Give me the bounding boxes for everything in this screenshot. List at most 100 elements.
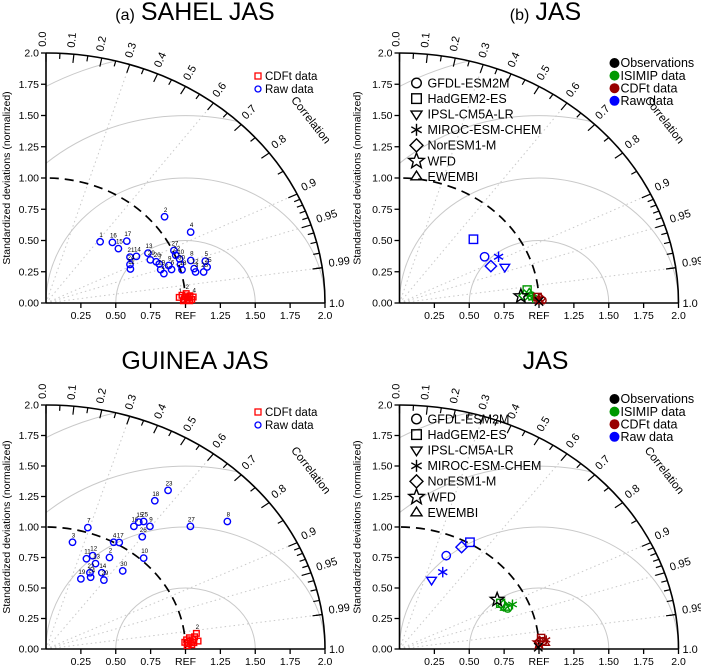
svg-text:1.50: 1.50	[372, 461, 393, 473]
svg-text:3: 3	[72, 532, 76, 539]
svg-text:1: 1	[99, 232, 103, 239]
svg-text:1.00: 1.00	[372, 173, 393, 185]
svg-text:22: 22	[87, 563, 94, 570]
svg-text:1.0: 1.0	[683, 644, 698, 656]
svg-text:29: 29	[101, 570, 108, 577]
svg-text:27: 27	[188, 516, 195, 523]
svg-text:0.00: 0.00	[19, 644, 40, 656]
svg-text:0.50: 0.50	[459, 310, 480, 322]
svg-text:0.99: 0.99	[328, 255, 350, 270]
svg-text:3: 3	[195, 262, 199, 269]
svg-text:0.0: 0.0	[37, 31, 49, 46]
svg-text:HadGEM2-ES: HadGEM2-ES	[428, 428, 507, 442]
svg-text:1.25: 1.25	[19, 141, 40, 153]
svg-text:0.7: 0.7	[240, 103, 259, 122]
svg-text:GFDL-ESM2M: GFDL-ESM2M	[428, 76, 510, 90]
panel-title: JAS	[523, 347, 569, 375]
svg-text:0.8: 0.8	[269, 483, 288, 502]
svg-text:0.95: 0.95	[315, 208, 339, 226]
svg-text:CDFt data: CDFt data	[621, 81, 678, 95]
svg-text:1.0: 1.0	[329, 644, 344, 656]
svg-text:HadGEM2-ES: HadGEM2-ES	[428, 92, 507, 106]
svg-text:0.2: 0.2	[448, 35, 463, 52]
svg-text:0.75: 0.75	[494, 310, 515, 322]
svg-text:0.95: 0.95	[668, 208, 692, 226]
svg-text:0.5: 0.5	[535, 63, 553, 82]
series-cdft-data	[531, 633, 551, 650]
svg-text:8: 8	[227, 512, 231, 519]
svg-text:0.2: 0.2	[94, 387, 109, 404]
svg-text:1.00: 1.00	[372, 522, 393, 534]
svg-text:Raw data: Raw data	[621, 94, 674, 108]
y-axis-ticks: 0.00 0.25 0.50 0.75 1.00 1.25 1.50 1.75 2.0	[372, 48, 400, 310]
series-cdft-data: 2	[181, 624, 202, 650]
svg-text:0.75: 0.75	[372, 204, 393, 216]
svg-text:0.25: 0.25	[424, 310, 445, 322]
svg-text:0.50: 0.50	[372, 583, 393, 595]
svg-text:1.50: 1.50	[245, 310, 266, 322]
svg-text:0.0: 0.0	[391, 384, 403, 399]
svg-text:REF: REF	[175, 310, 196, 322]
svg-text:0.25: 0.25	[19, 266, 40, 278]
svg-text:24: 24	[88, 567, 95, 574]
svg-text:CDFt data: CDFt data	[265, 71, 318, 83]
svg-text:0.4: 0.4	[152, 402, 169, 421]
svg-text:0.4: 0.4	[506, 51, 523, 70]
svg-text:17: 17	[117, 532, 124, 539]
svg-text:ISIMIP data: ISIMIP data	[621, 69, 686, 83]
svg-text:0.00: 0.00	[19, 298, 40, 310]
svg-text:1.50: 1.50	[19, 461, 40, 473]
svg-text:0.95: 0.95	[315, 556, 339, 574]
svg-text:1.50: 1.50	[19, 110, 40, 122]
svg-text:5: 5	[205, 251, 209, 258]
legend-symbols: GFDL-ESM2M HadGEM2-ES IPSL-CM5A-LRMIROC-ES…	[406, 76, 542, 184]
svg-text:24: 24	[128, 255, 135, 262]
svg-text:0.99: 0.99	[681, 602, 701, 617]
svg-text:1.50: 1.50	[599, 310, 620, 322]
taylor-diagram-guinea-jas: 0.25 0.50 0.75 REF 1.25 1.50 1.75 2.00.000.250.…	[1, 347, 350, 668]
svg-text:0.25: 0.25	[372, 613, 393, 625]
y-axis-ticks: 0.00 0.25 0.50 0.75 1.00 1.25 1.50 1.75 2.0	[372, 400, 400, 656]
panel-jas-top: 0.25 0.50 0.75 REF 1.25 1.50 1.75 2.0 0.00 0.25 0.…	[350, 0, 701, 336]
svg-text:0.25: 0.25	[71, 656, 92, 668]
svg-text:IPSL-CM5A-LR: IPSL-CM5A-LR	[428, 108, 514, 122]
svg-text:0.5: 0.5	[535, 415, 553, 434]
svg-text:Raw data: Raw data	[265, 84, 314, 96]
svg-text:ISIMIP data: ISIMIP data	[621, 405, 686, 419]
svg-text:15: 15	[116, 239, 123, 246]
svg-text:0.95: 0.95	[668, 556, 692, 574]
series-raw-data	[468, 234, 511, 274]
svg-text:Observations: Observations	[621, 56, 695, 70]
svg-text:0.3: 0.3	[123, 41, 139, 59]
svg-text:0.1: 0.1	[419, 32, 432, 48]
svg-text:0.6: 0.6	[210, 431, 229, 450]
svg-text:0.75: 0.75	[19, 552, 40, 564]
svg-text:16: 16	[131, 516, 138, 523]
svg-text:18: 18	[152, 491, 159, 498]
panel-jas-bottom: 0.25 0.50 0.75 REF 1.25 1.50 1.75 2.0 0.00 0.25 0.…	[350, 336, 701, 672]
svg-text:0.2: 0.2	[448, 387, 463, 404]
svg-text:0.1: 0.1	[66, 32, 79, 48]
y-axis-title: Standardized deviations (normalized)	[1, 440, 13, 613]
svg-text:0.50: 0.50	[19, 235, 40, 247]
svg-text:0.75: 0.75	[494, 656, 515, 668]
svg-text:WFD: WFD	[428, 490, 456, 504]
svg-text:7: 7	[87, 518, 91, 525]
svg-text:4: 4	[192, 287, 196, 294]
svg-text:MIROC-ESM-CHEM: MIROC-ESM-CHEM	[428, 123, 542, 137]
svg-text:9: 9	[149, 516, 153, 523]
svg-text:25: 25	[141, 512, 148, 519]
svg-text:2.0: 2.0	[24, 400, 39, 412]
svg-text:0.8: 0.8	[269, 133, 288, 152]
series-raw-data	[425, 537, 475, 587]
y-axis-title: Standardized deviations (normalized)	[352, 91, 364, 264]
taylor-diagram-jas-bottom: 0.25 0.50 0.75 REF 1.25 1.50 1.75 2.00.000.250.…	[352, 347, 701, 668]
svg-text:2.0: 2.0	[318, 310, 333, 322]
svg-text:0.50: 0.50	[106, 656, 127, 668]
panel-title: (b) JAS	[510, 0, 581, 26]
svg-text:12: 12	[90, 546, 97, 553]
svg-text:19: 19	[158, 260, 165, 267]
